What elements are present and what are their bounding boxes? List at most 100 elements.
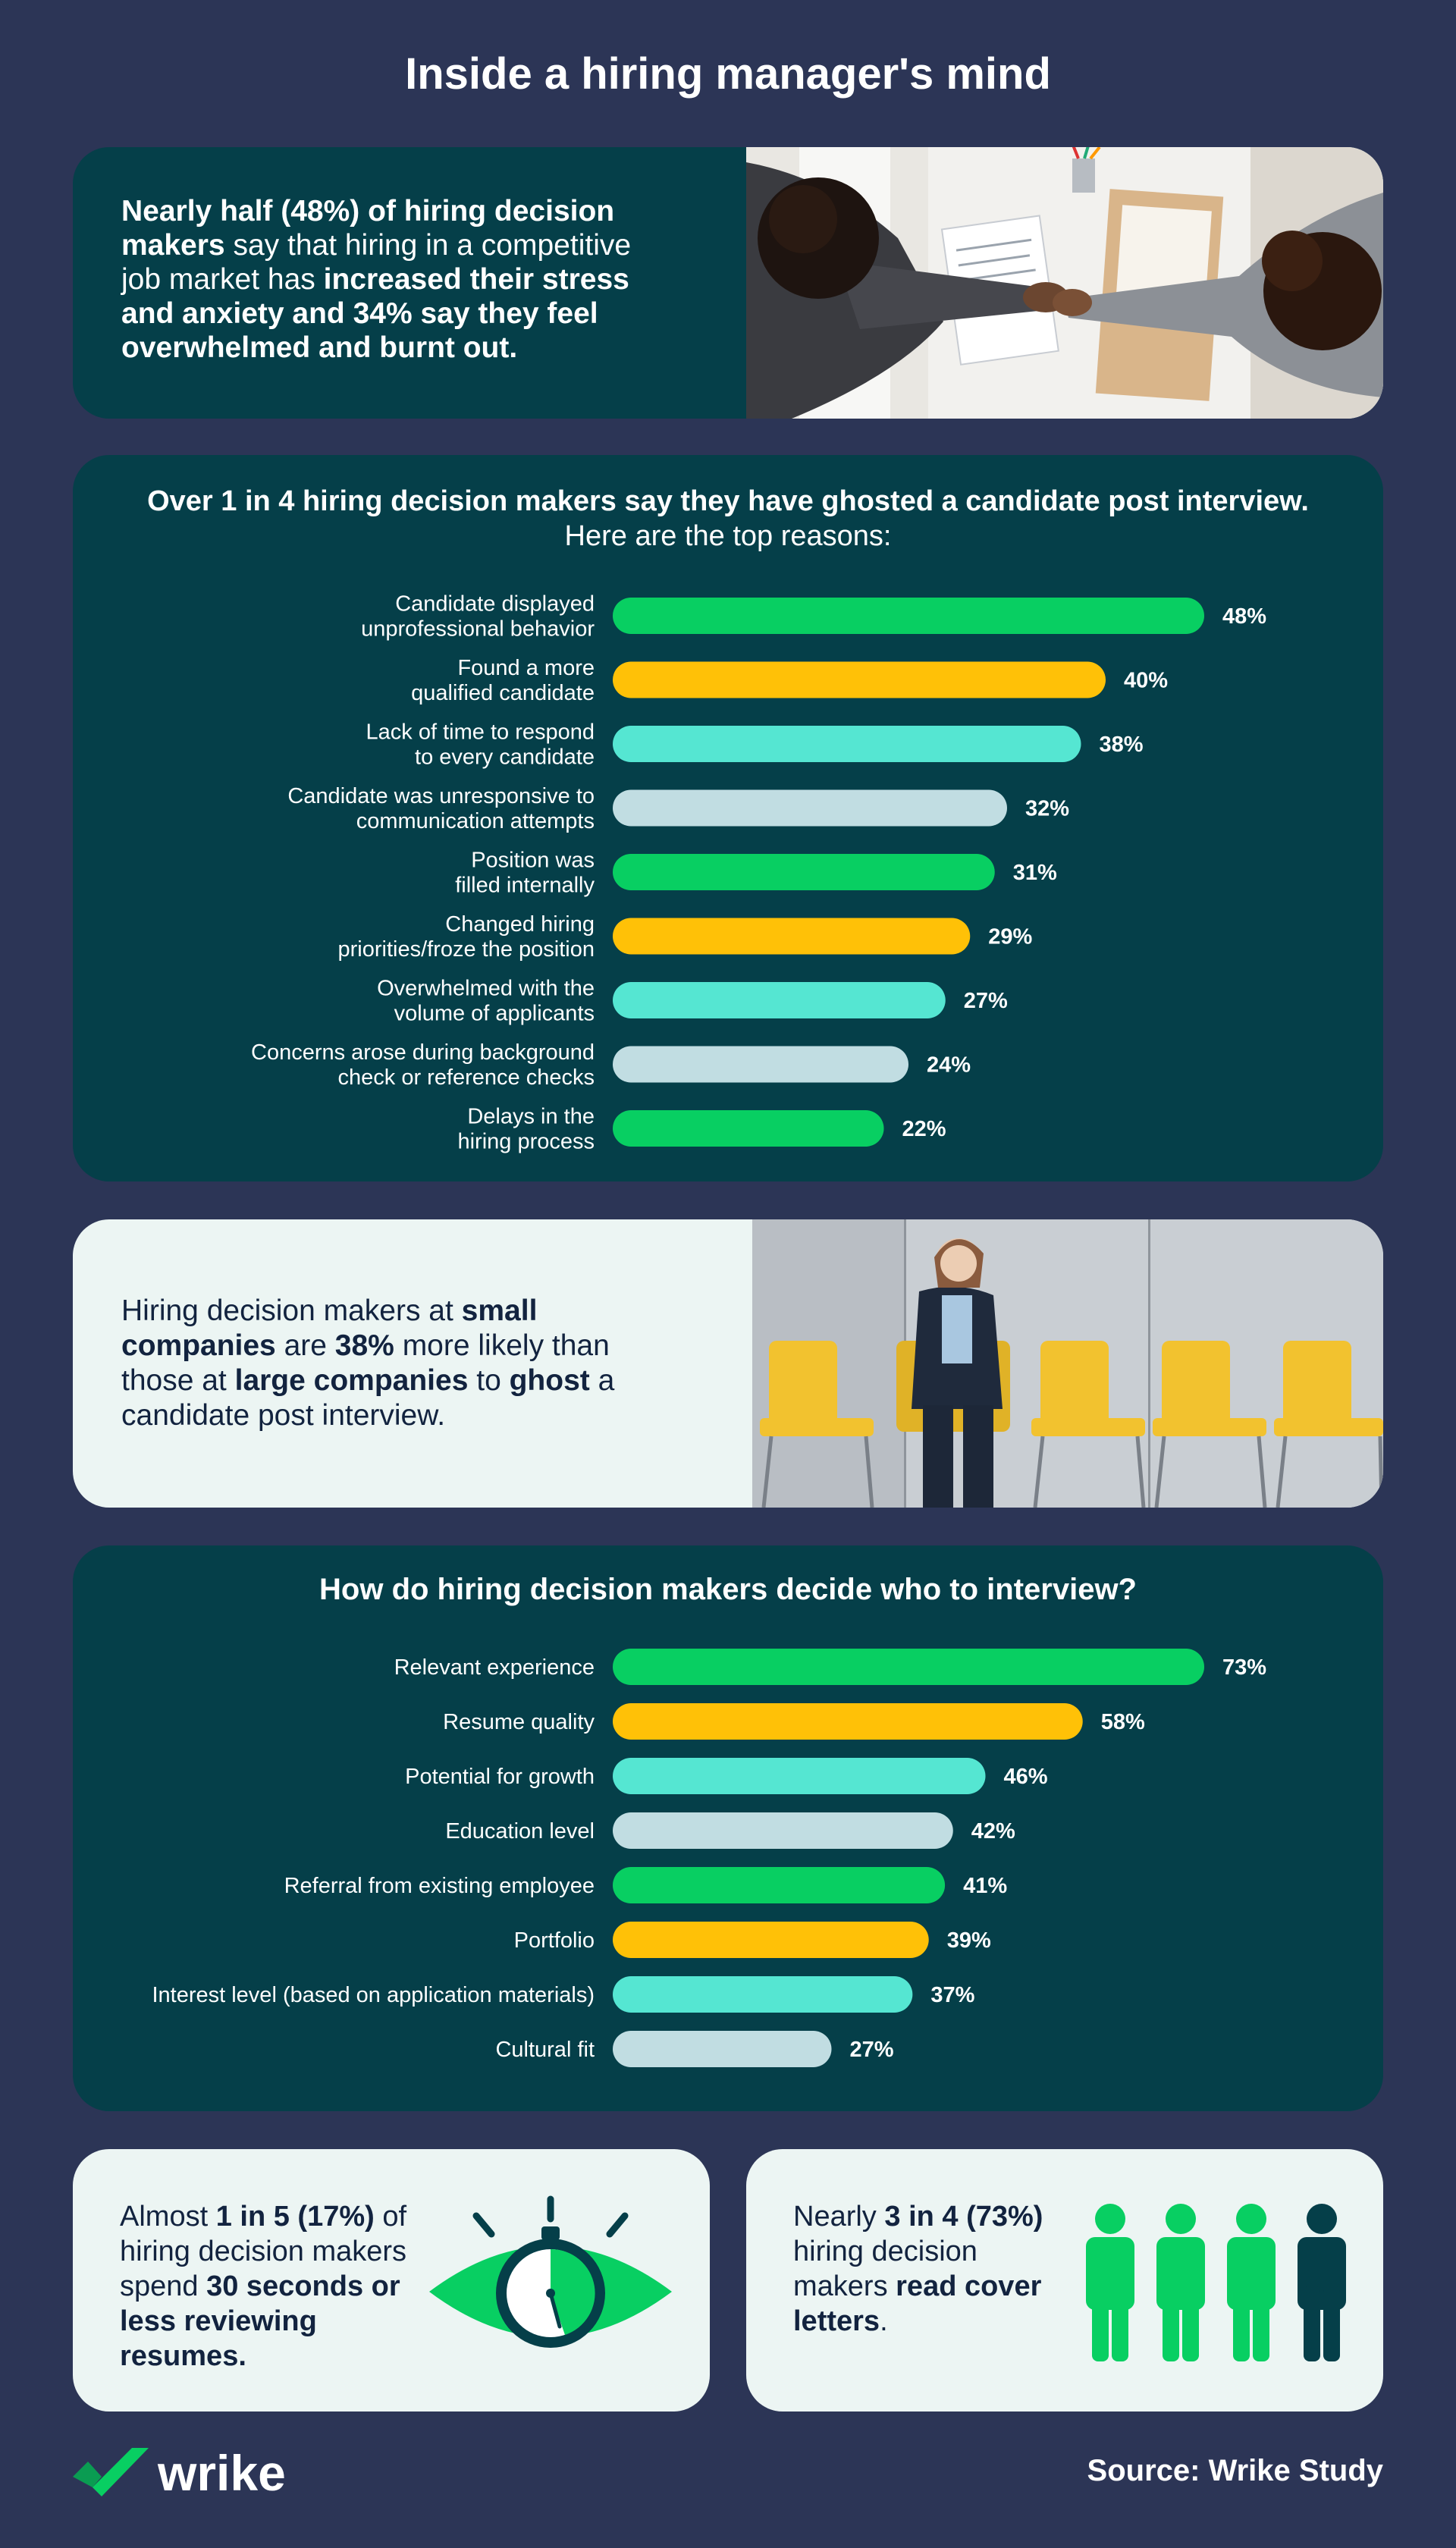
source-credit: Source: Wrike Study bbox=[1087, 2454, 1383, 2487]
category-label: communication attempts bbox=[356, 809, 595, 833]
category-label: filled internally bbox=[455, 874, 595, 898]
text-segment: ghost bbox=[509, 1364, 590, 1397]
category-label: Position was bbox=[471, 849, 595, 873]
bar bbox=[613, 1922, 929, 1958]
wrike-logo: wrike bbox=[73, 2445, 286, 2501]
category-label: Delays in the bbox=[467, 1105, 595, 1129]
resume-stat-text: Almost 1 in 5 (17%) of hiring decision m… bbox=[120, 2199, 416, 2374]
resume-stat-card: Almost 1 in 5 (17%) of hiring decision m… bbox=[73, 2149, 710, 2412]
bar bbox=[613, 661, 1106, 698]
value-label: 73% bbox=[1222, 1655, 1266, 1680]
category-label: Cultural fit bbox=[495, 2038, 595, 2062]
text-segment: are bbox=[275, 1329, 335, 1362]
text-segment: Nearly bbox=[793, 2201, 885, 2233]
bar bbox=[613, 789, 1007, 827]
interview-card: How do hiring decision makers decide who… bbox=[73, 1545, 1383, 2111]
category-label: Relevant experience bbox=[394, 1655, 595, 1680]
waiting-room-photo bbox=[752, 1219, 1383, 1508]
text-segment: increased their stress and anxiety and 3… bbox=[121, 263, 629, 364]
category-label: check or reference checks bbox=[338, 1065, 595, 1090]
interview-criteria-chart: Relevant experience 73% Resume quality 58% P… bbox=[152, 1649, 1266, 2067]
text-segment: large companies bbox=[234, 1364, 469, 1397]
category-label: Candidate was unresponsive to bbox=[287, 784, 595, 808]
interview-heading: How do hiring decision makers decide who… bbox=[319, 1573, 1137, 1606]
text-segment: more likely than those at bbox=[121, 1329, 610, 1397]
text-segment: 1 in 5 (17%) bbox=[215, 2201, 375, 2233]
page-title: Inside a hiring manager's mind bbox=[405, 49, 1051, 99]
intro-text: Nearly half (48%) of hiring decision mak… bbox=[121, 194, 645, 365]
text-segment: small companies bbox=[121, 1294, 538, 1362]
value-label: 29% bbox=[988, 925, 1032, 949]
bar bbox=[613, 2031, 832, 2067]
category-label: qualified candidate bbox=[411, 681, 595, 705]
value-label: 46% bbox=[1004, 1765, 1048, 1789]
category-label: Changed hiring bbox=[445, 912, 595, 937]
value-label: 27% bbox=[849, 2038, 893, 2062]
person-icon bbox=[1227, 2204, 1276, 2361]
value-label: 22% bbox=[902, 1117, 946, 1141]
text-segment: 38% bbox=[334, 1329, 394, 1362]
ghosting-subheading: Here are the top reasons: bbox=[564, 520, 892, 552]
cover-letter-stat-text: Nearly 3 in 4 (73%) hiring decision make… bbox=[793, 2199, 1066, 2339]
bar bbox=[613, 1703, 1083, 1740]
value-label: 38% bbox=[1100, 733, 1144, 757]
text-segment: a candidate post interview. bbox=[121, 1364, 615, 1432]
category-label: Education level bbox=[445, 1819, 595, 1844]
bar bbox=[613, 1649, 1204, 1685]
intro-card: Nearly half (48%) of hiring decision mak… bbox=[73, 147, 1383, 419]
text-segment: Hiring decision makers at bbox=[121, 1294, 462, 1327]
people-icons bbox=[1086, 2204, 1346, 2361]
value-label: 37% bbox=[930, 1983, 974, 2007]
text-segment: of hiring decision makers spend bbox=[120, 2201, 407, 2302]
category-label: Concerns arose during background bbox=[251, 1040, 595, 1065]
ghosting-heading: Over 1 in 4 hiring decision makers say t… bbox=[147, 485, 1309, 517]
value-label: 58% bbox=[1101, 1710, 1145, 1734]
category-label: Overwhelmed with the bbox=[377, 977, 595, 1001]
handshake-photo bbox=[746, 147, 1383, 419]
bar bbox=[613, 598, 1204, 634]
value-label: 41% bbox=[963, 1874, 1007, 1898]
bar bbox=[613, 1867, 946, 1903]
category-label: Referral from existing employee bbox=[284, 1874, 595, 1898]
text-segment: Nearly half (48%) of hiring decision mak… bbox=[121, 195, 615, 262]
category-label: Interest level (based on application mat… bbox=[152, 1983, 595, 2007]
category-label: unprofessional behavior bbox=[361, 617, 595, 642]
text-segment: to bbox=[468, 1364, 510, 1397]
text-segment: read cover letters bbox=[793, 2270, 1042, 2337]
wrike-logo-text: wrike bbox=[157, 2445, 286, 2501]
text-segment: . bbox=[880, 2305, 888, 2337]
cover-letter-stat-card: Nearly 3 in 4 (73%) hiring decision make… bbox=[746, 2149, 1383, 2412]
category-label: Portfolio bbox=[514, 1928, 595, 1953]
bar bbox=[613, 1976, 913, 2013]
ghosting-card: Over 1 in 4 hiring decision makers say t… bbox=[73, 455, 1383, 1181]
category-label: Found a more bbox=[457, 656, 595, 680]
eye-stopwatch-icon bbox=[429, 2195, 672, 2348]
category-label: hiring process bbox=[457, 1130, 595, 1154]
value-label: 31% bbox=[1013, 861, 1057, 885]
category-label: Resume quality bbox=[443, 1710, 595, 1734]
value-label: 39% bbox=[947, 1928, 991, 1953]
text-segment: Almost bbox=[120, 2201, 216, 2233]
category-label: priorities/froze the position bbox=[338, 937, 595, 962]
value-label: 27% bbox=[964, 989, 1008, 1013]
category-label: Lack of time to respond bbox=[366, 720, 595, 745]
person-icon bbox=[1156, 2204, 1205, 2361]
bar bbox=[613, 854, 995, 890]
small-companies-text: Hiring decision makers at small companie… bbox=[121, 1294, 652, 1433]
person-icon bbox=[1086, 2204, 1134, 2361]
value-label: 32% bbox=[1025, 797, 1069, 821]
bar bbox=[613, 1046, 908, 1083]
text-segment: 30 seconds or less reviewing resumes. bbox=[120, 2270, 400, 2372]
value-label: 48% bbox=[1222, 604, 1266, 629]
category-label: volume of applicants bbox=[394, 1002, 595, 1026]
text-segment: hiring decision makers bbox=[793, 2236, 977, 2302]
person-icon bbox=[1298, 2204, 1346, 2361]
text-segment: say that hiring in a competitive job mar… bbox=[121, 229, 632, 296]
bar bbox=[613, 1758, 986, 1794]
small-companies-card: Hiring decision makers at small companie… bbox=[73, 1219, 1383, 1508]
category-label: Potential for growth bbox=[405, 1765, 595, 1789]
category-label: Candidate displayed bbox=[395, 592, 595, 617]
value-label: 24% bbox=[927, 1053, 971, 1078]
text-segment: 3 in 4 (73%) bbox=[884, 2201, 1043, 2233]
